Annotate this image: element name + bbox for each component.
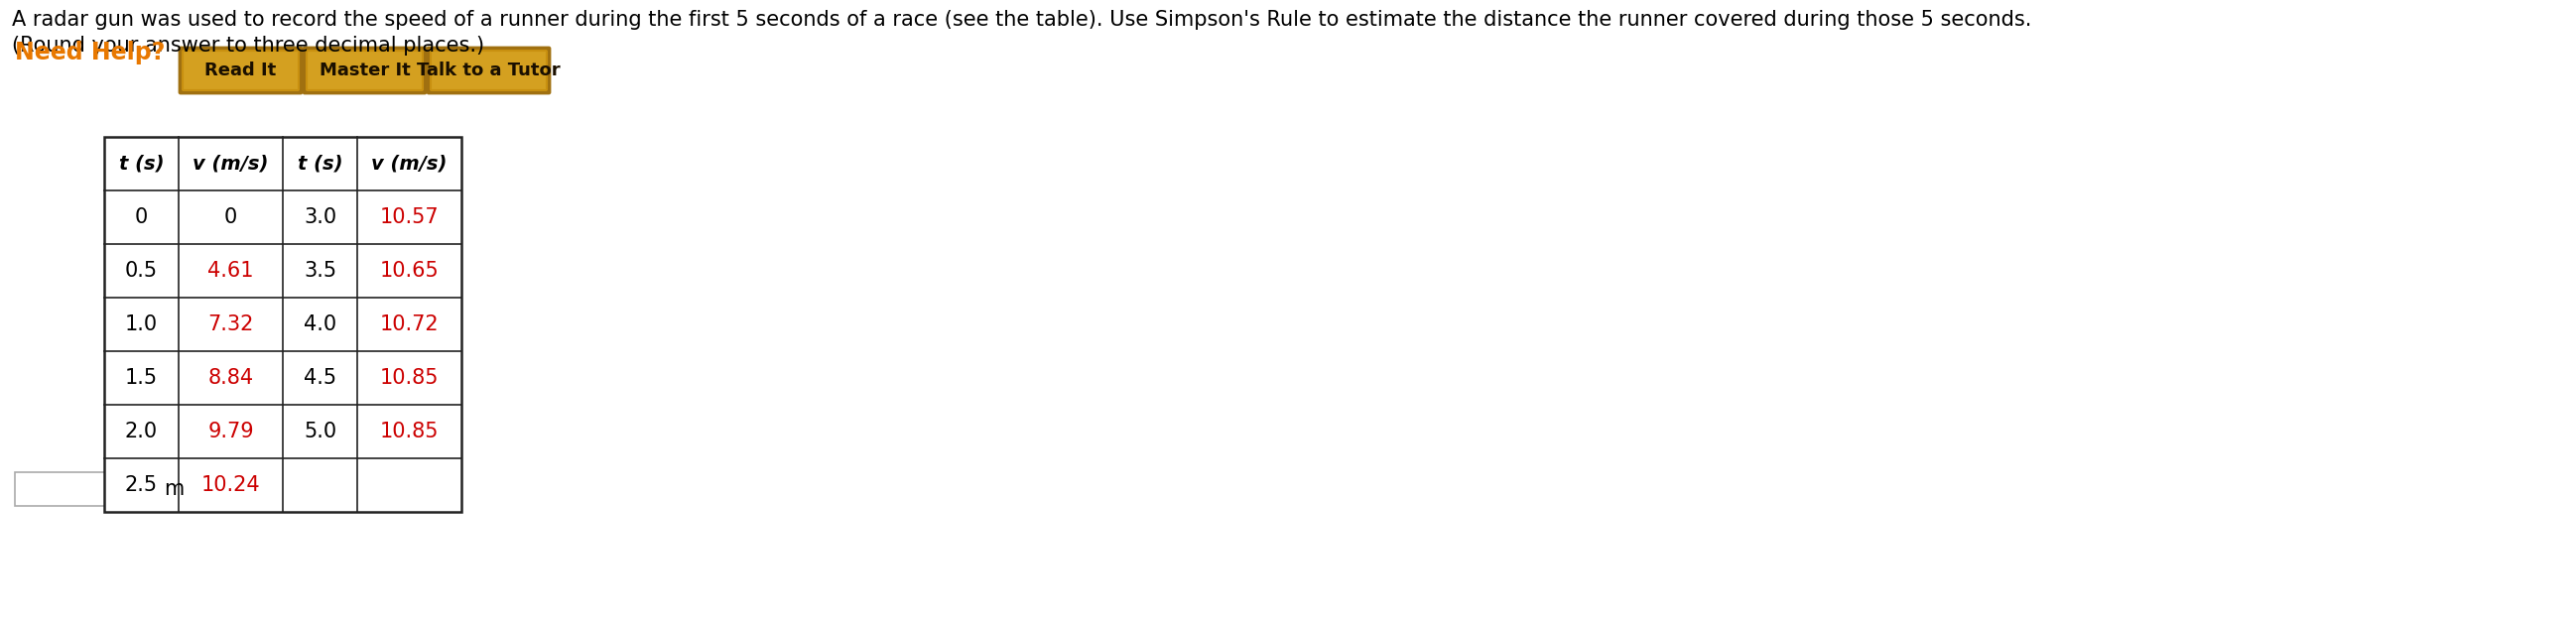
FancyBboxPatch shape (180, 47, 301, 93)
Text: Talk to a Tutor: Talk to a Tutor (417, 62, 562, 79)
Text: 10.72: 10.72 (379, 315, 438, 335)
Text: 0.5: 0.5 (126, 261, 157, 281)
Text: t (s): t (s) (296, 155, 343, 173)
FancyBboxPatch shape (183, 50, 299, 90)
Bar (103, 137, 461, 512)
Text: 2.5: 2.5 (126, 475, 157, 495)
Text: v (m/s): v (m/s) (193, 155, 268, 173)
Text: 10.24: 10.24 (201, 475, 260, 495)
Text: 3.0: 3.0 (304, 207, 337, 227)
Text: 8.84: 8.84 (209, 368, 252, 388)
Text: 10.65: 10.65 (379, 261, 438, 281)
Text: 0: 0 (134, 207, 147, 227)
FancyBboxPatch shape (304, 47, 425, 93)
Bar (15, 472, 155, 506)
Text: 10.85: 10.85 (379, 422, 438, 442)
Text: 5.0: 5.0 (304, 422, 337, 442)
Text: v (m/s): v (m/s) (371, 155, 448, 173)
Text: 10.57: 10.57 (379, 207, 438, 227)
Text: 2.0: 2.0 (126, 422, 157, 442)
Text: 4.61: 4.61 (209, 261, 255, 281)
Text: Master It: Master It (319, 62, 410, 79)
FancyBboxPatch shape (430, 50, 546, 90)
Text: Read It: Read It (204, 62, 276, 79)
Text: t (s): t (s) (118, 155, 165, 173)
FancyBboxPatch shape (307, 50, 422, 90)
Text: (Round your answer to three decimal places.): (Round your answer to three decimal plac… (13, 36, 484, 55)
Text: 4.0: 4.0 (304, 315, 337, 335)
Text: 10.85: 10.85 (379, 368, 438, 388)
Text: m: m (165, 479, 183, 499)
Text: 1.5: 1.5 (126, 368, 157, 388)
Text: 0: 0 (224, 207, 237, 227)
Text: 4.5: 4.5 (304, 368, 337, 388)
Text: A radar gun was used to record the speed of a runner during the first 5 seconds : A radar gun was used to record the speed… (13, 10, 2032, 30)
Text: Need Help?: Need Help? (15, 40, 165, 65)
Text: 7.32: 7.32 (209, 315, 252, 335)
FancyBboxPatch shape (428, 47, 549, 93)
Text: 1.0: 1.0 (126, 315, 157, 335)
Text: 3.5: 3.5 (304, 261, 337, 281)
Text: 9.79: 9.79 (209, 422, 255, 442)
